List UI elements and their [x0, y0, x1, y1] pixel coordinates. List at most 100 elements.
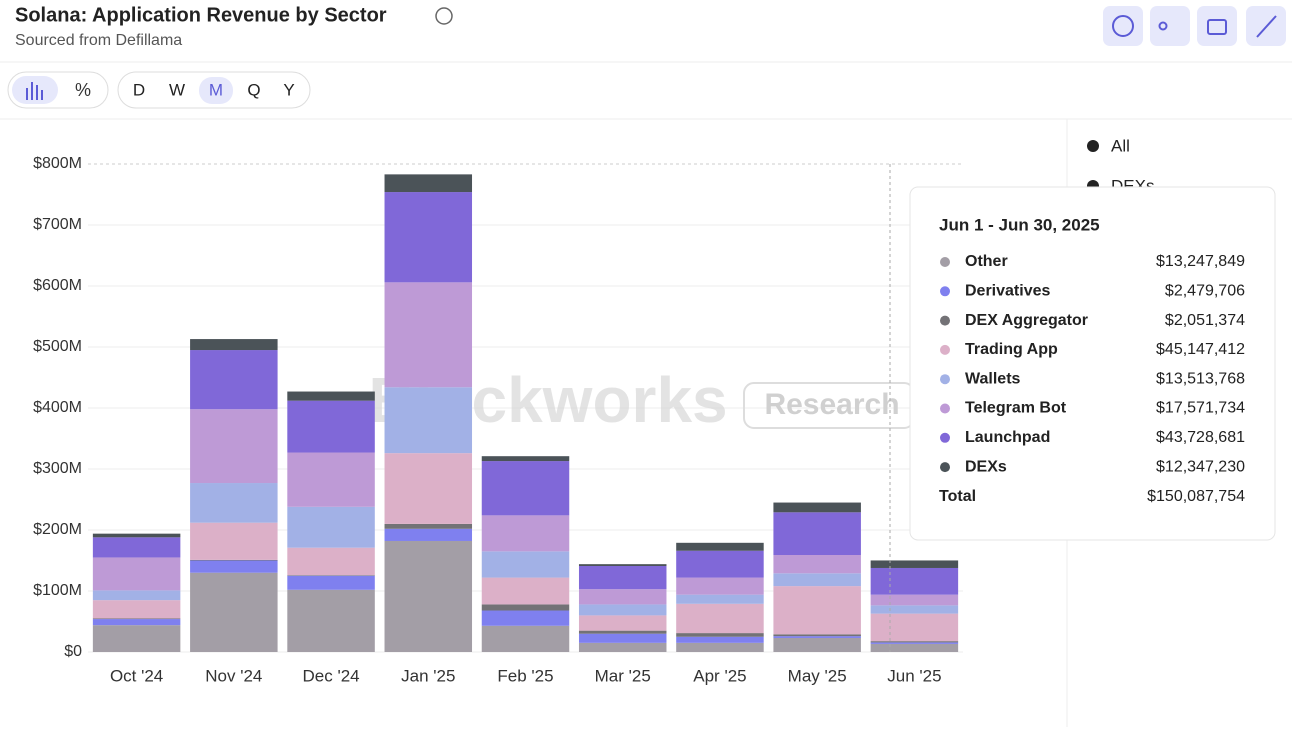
bar-segment: [190, 522, 278, 560]
info-icon[interactable]: [435, 7, 453, 25]
bar-segment: [92, 618, 181, 620]
tooltip-dot: [940, 403, 950, 414]
tooltip-series: DEXs: [965, 458, 1007, 475]
bar-segment: [870, 642, 959, 644]
bar-segment: [676, 642, 764, 652]
bar-segment: [676, 594, 764, 604]
bar-segment: [481, 625, 570, 652]
bar-segment: [190, 339, 278, 351]
tooltip-dot: [940, 462, 950, 473]
bar-segment: [384, 174, 473, 193]
bar-segment: [481, 456, 570, 462]
bar-segment: [384, 528, 473, 541]
bar-segment: [481, 610, 570, 626]
bar-segment: [578, 564, 667, 566]
bar-segment: [578, 615, 667, 631]
tooltip-series: Trading App: [965, 341, 1058, 358]
add-icon: [1112, 15, 1134, 37]
tooltip: [909, 186, 1276, 541]
bar-segment: [578, 565, 667, 590]
bar-segment: [676, 633, 764, 637]
bar-segment: [92, 590, 181, 601]
percent-mode-button[interactable]: %: [75, 80, 91, 100]
bar-segment: [578, 633, 667, 643]
legend-item[interactable]: All: [1111, 136, 1130, 155]
bar-segment: [676, 636, 764, 643]
tooltip-dot: [940, 374, 950, 385]
bar-segment: [578, 604, 667, 616]
legend-dot: [1087, 140, 1099, 152]
share-icon: [1158, 21, 1168, 31]
bar-segment: [676, 577, 764, 595]
bar-segment: [384, 540, 473, 652]
bar-segment: [481, 515, 570, 552]
download-icon: [1207, 19, 1227, 35]
y-tick-label: $100M: [33, 582, 82, 599]
bar-segment: [190, 559, 278, 561]
bar-segment: [481, 551, 570, 578]
tooltip-dot: [940, 344, 950, 355]
share-button[interactable]: [1150, 6, 1190, 46]
download-button[interactable]: [1197, 6, 1237, 46]
bar-segment: [870, 643, 959, 652]
tooltip-total: $150,087,754: [1147, 488, 1245, 505]
bar-segment: [384, 282, 473, 388]
y-tick-label: $700M: [33, 216, 82, 233]
tooltip-series: Derivatives: [965, 283, 1050, 300]
bar-segment: [676, 542, 764, 551]
bar-mode-button[interactable]: [12, 76, 58, 104]
bar-segment: [384, 387, 473, 454]
bar-segment: [676, 550, 764, 578]
bar-segment: [870, 641, 959, 643]
bar-segment: [384, 453, 473, 524]
tooltip-dot: [940, 286, 950, 297]
bar-segment: [287, 506, 375, 548]
bar-segment: [190, 409, 278, 484]
bar-segment: [773, 512, 861, 556]
x-tick-label: Jun '25: [887, 666, 941, 685]
expand-icon: [1256, 15, 1277, 38]
bar-segment: [870, 605, 959, 614]
tooltip-dot: [940, 257, 950, 267]
y-tick-label: $300M: [33, 460, 82, 477]
bar-segment: [384, 523, 473, 529]
bar-segment: [92, 533, 181, 538]
bar-segment: [773, 502, 861, 513]
bar-segment: [190, 350, 278, 410]
bar-segment: [287, 547, 375, 576]
bar-segment: [773, 636, 861, 638]
x-tick-label: Dec '24: [303, 666, 360, 685]
bar-segment: [773, 586, 861, 635]
bar-segment: [578, 630, 667, 634]
period-button[interactable]: M: [209, 80, 223, 99]
period-button[interactable]: D: [133, 80, 145, 99]
tooltip-series: Wallets: [965, 370, 1021, 387]
tooltip-dot: [940, 432, 950, 443]
period-button[interactable]: Y: [283, 80, 294, 99]
y-tick-label: $600M: [33, 277, 82, 294]
bar-segment: [190, 483, 278, 523]
tooltip-value: $12,347,230: [1156, 458, 1245, 475]
bar-segment: [773, 637, 861, 652]
bar-segment: [92, 557, 181, 591]
bar-segment: [92, 537, 181, 558]
period-button[interactable]: W: [169, 80, 185, 99]
bar-segment: [92, 600, 181, 619]
bar-segment: [870, 560, 959, 568]
tooltip-dot: [940, 315, 950, 326]
tooltip-value: $13,247,849: [1156, 253, 1245, 270]
period-button[interactable]: Q: [247, 80, 260, 99]
bar-segment: [870, 594, 959, 606]
bar-segment: [578, 589, 667, 605]
y-tick-label: $200M: [33, 521, 82, 538]
bar-segment: [870, 567, 959, 595]
bar-segment: [481, 461, 570, 516]
bar-segment: [92, 619, 181, 626]
x-tick-label: Oct '24: [110, 666, 163, 685]
tooltip-series: Launchpad: [965, 429, 1050, 446]
add-button[interactable]: [1103, 6, 1143, 46]
tooltip-title: Jun 1 - Jun 30, 2025: [939, 215, 1100, 234]
y-tick-label: $400M: [33, 399, 82, 416]
actions: [1103, 6, 1286, 46]
